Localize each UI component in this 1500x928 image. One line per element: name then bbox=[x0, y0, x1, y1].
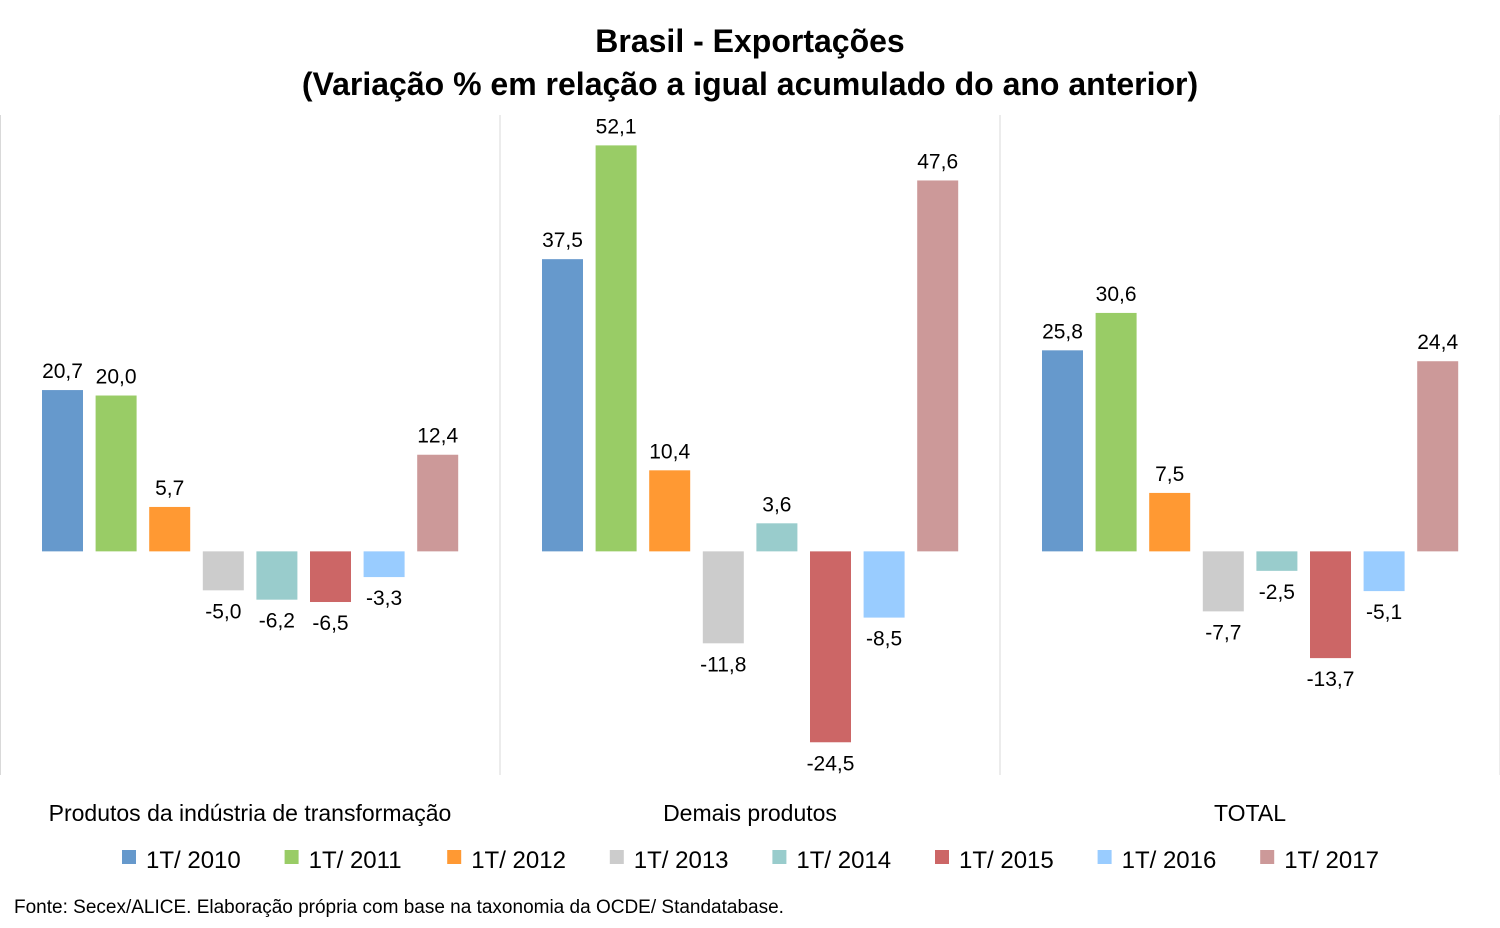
data-label: -5,0 bbox=[205, 600, 241, 623]
legend-swatch bbox=[1260, 850, 1275, 864]
bar bbox=[149, 506, 191, 552]
bar bbox=[95, 395, 137, 552]
bar bbox=[1363, 551, 1405, 592]
bar bbox=[202, 551, 244, 591]
bar bbox=[417, 454, 459, 552]
data-label: 52,1 bbox=[596, 115, 637, 138]
legend-label: 1T/ 2010 bbox=[146, 847, 241, 874]
data-label: 5,7 bbox=[155, 477, 184, 500]
data-label: 7,5 bbox=[1155, 463, 1184, 486]
data-label: -6,2 bbox=[259, 610, 295, 633]
bar bbox=[1417, 361, 1459, 552]
bar bbox=[863, 551, 905, 618]
bar bbox=[542, 259, 583, 552]
group-separators bbox=[0, 115, 1500, 775]
source-note: Fonte: Secex/ALICE. Elaboração própria c… bbox=[14, 897, 784, 918]
bar bbox=[1310, 551, 1351, 659]
legend-swatch bbox=[1097, 850, 1112, 864]
bar bbox=[310, 551, 351, 603]
data-label: 30,6 bbox=[1096, 283, 1137, 306]
data-label: 47,6 bbox=[917, 150, 958, 173]
legend-swatch bbox=[447, 850, 462, 864]
bar bbox=[702, 551, 744, 644]
data-label: -5,1 bbox=[1366, 601, 1402, 624]
bar bbox=[256, 551, 298, 600]
data-labels-layer: 20,7 20,0 5,7 -5,0 -6,2 -6,5 -3,3 12,4 37,5 52,1 1… bbox=[42, 115, 1458, 775]
bar bbox=[917, 180, 959, 552]
legend-label: 1T/ 2011 bbox=[309, 847, 402, 874]
legend-label: 1T/ 2017 bbox=[1284, 847, 1379, 874]
data-label: 20,0 bbox=[96, 366, 137, 389]
data-label: -24,5 bbox=[807, 752, 855, 775]
data-label: -11,8 bbox=[700, 653, 746, 676]
bar bbox=[810, 551, 851, 743]
legend-swatch bbox=[122, 850, 136, 864]
data-label: -13,7 bbox=[1307, 668, 1355, 691]
bar bbox=[649, 470, 691, 552]
data-label: 37,5 bbox=[542, 229, 583, 252]
category-label: Demais produtos bbox=[663, 800, 837, 826]
legend-swatch bbox=[772, 850, 787, 864]
legend-label: 1T/ 2014 bbox=[796, 847, 891, 874]
chart-subtitle: (Variação % em relação a igual acumulado… bbox=[302, 66, 1198, 102]
data-label: -7,7 bbox=[1205, 621, 1241, 644]
bar bbox=[1042, 350, 1083, 552]
legend-swatch bbox=[284, 850, 299, 864]
data-label: 12,4 bbox=[417, 425, 458, 448]
data-label: -6,5 bbox=[312, 612, 348, 635]
bar bbox=[1149, 492, 1191, 552]
bar bbox=[756, 523, 798, 552]
bar bbox=[595, 145, 637, 552]
bar bbox=[1202, 551, 1244, 612]
bar bbox=[1095, 312, 1137, 552]
bar bbox=[42, 390, 83, 552]
chart-title: Brasil - Exportações bbox=[595, 23, 904, 59]
category-labels-layer: Produtos da indústria de transformação De… bbox=[49, 800, 1287, 826]
bar bbox=[1256, 551, 1298, 571]
legend-swatch bbox=[609, 850, 624, 864]
legend-label: 1T/ 2015 bbox=[959, 847, 1054, 874]
category-label: Produtos da indústria de transformação bbox=[49, 800, 452, 826]
data-label: 3,6 bbox=[762, 493, 791, 516]
data-label: 10,4 bbox=[649, 440, 690, 463]
bar bbox=[363, 551, 405, 578]
data-label: -8,5 bbox=[866, 628, 902, 651]
legend-swatch bbox=[935, 850, 949, 864]
legend-label: 1T/ 2012 bbox=[471, 847, 566, 874]
category-label: TOTAL bbox=[1214, 800, 1286, 826]
legend-label: 1T/ 2013 bbox=[634, 847, 729, 874]
legend: 1T/ 2010 1T/ 2011 1T/ 2012 1T/ 2013 1T/ 2014… bbox=[122, 847, 1379, 874]
bars-layer bbox=[42, 145, 1459, 743]
legend-label: 1T/ 2016 bbox=[1122, 847, 1217, 874]
data-label: -3,3 bbox=[366, 587, 402, 610]
data-label: 25,8 bbox=[1042, 320, 1083, 343]
data-label: 20,7 bbox=[42, 360, 83, 383]
data-label: -2,5 bbox=[1259, 581, 1295, 604]
data-label: 24,4 bbox=[1417, 331, 1458, 354]
